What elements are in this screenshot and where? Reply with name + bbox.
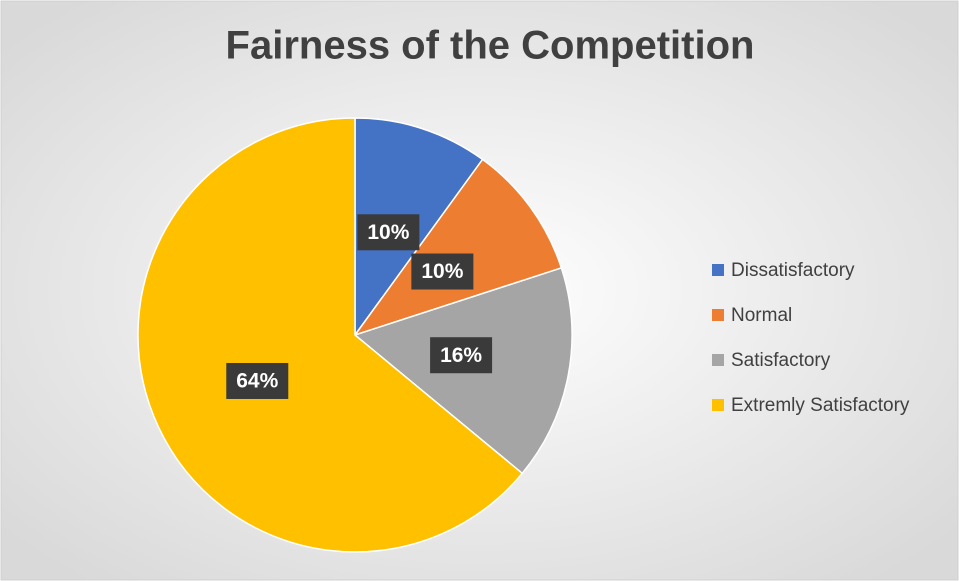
legend-swatch: [712, 399, 724, 411]
legend-label: Dissatisfactory: [731, 260, 855, 281]
data-label: 16%: [440, 344, 482, 367]
legend-label: Normal: [731, 305, 792, 326]
data-label: 10%: [421, 260, 463, 283]
legend-swatch: [712, 354, 724, 366]
data-label-box: [226, 362, 289, 399]
data-label: 64%: [236, 370, 278, 393]
data-label-box: [411, 253, 474, 290]
data-label-box: [357, 214, 420, 251]
legend-label: Satisfactory: [731, 350, 831, 371]
data-label: 10%: [367, 221, 409, 244]
legend-swatch: [712, 309, 724, 321]
chart-title: Fairness of the Competition: [226, 24, 755, 68]
data-label-box: [430, 337, 493, 374]
legend-label: Extremly Satisfactory: [731, 395, 910, 416]
legend-swatch: [712, 264, 724, 276]
pie-slice: [353, 158, 563, 337]
pie-slice: [137, 117, 524, 553]
